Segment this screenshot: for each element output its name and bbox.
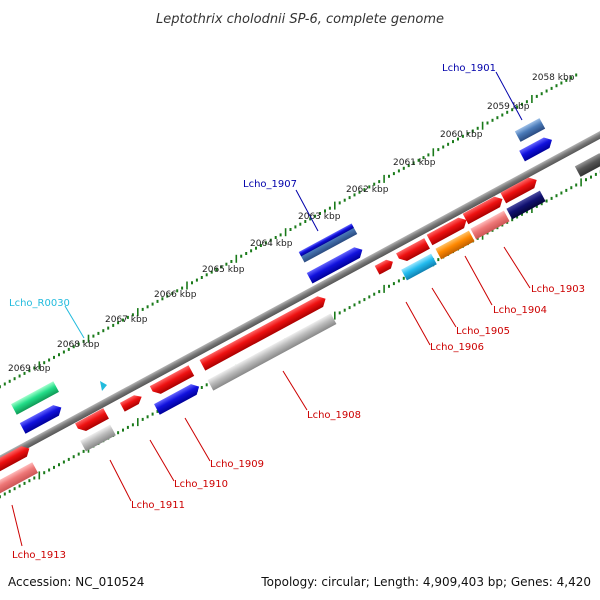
label-lcho-1904: Lcho_1904 (493, 305, 547, 316)
gene-blue-arrow (19, 405, 62, 434)
scale-label-2069: 2069 kbp (8, 364, 51, 374)
label-lcho-1910: Lcho_1910 (174, 479, 228, 490)
scale-label-2061: 2061 kbp (393, 158, 436, 168)
gene-red-arrow (149, 365, 195, 394)
gene-pink (0, 462, 38, 496)
gene-blue-arrow (154, 384, 200, 415)
gene-dark-gray (574, 153, 600, 177)
topology-summary: Topology: circular; Length: 4,909,403 bp… (260, 575, 591, 589)
label-lcho-1903: Lcho_1903 (531, 284, 585, 295)
gene-navy (506, 190, 546, 220)
gene-red-arrow (199, 296, 326, 371)
scale-label-2066: 2066 kbp (154, 290, 197, 300)
gene-labels: Lcho_1901 Lcho_1907 Lcho_R0030 Lcho_1903… (9, 63, 585, 561)
gene-blue-arrow (519, 137, 552, 162)
gene-red-arrow (374, 259, 393, 275)
reverse-strand-genes (0, 190, 546, 496)
scale-label-2059: 2059 kbp (487, 102, 530, 112)
gene-lcho-1907 (298, 223, 358, 263)
gene-red-arrow (75, 408, 109, 432)
label-lcho-1906: Lcho_1906 (430, 342, 484, 353)
gene-pink (470, 210, 510, 240)
scale-label-2067: 2067 kbp (105, 315, 148, 325)
label-lcho-1911: Lcho_1911 (131, 500, 185, 511)
gene-red-arrow (119, 395, 142, 412)
rna-marker-icon (100, 381, 107, 391)
scale-label-2060: 2060 kbp (440, 130, 483, 140)
label-lcho-1908: Lcho_1908 (307, 410, 361, 421)
label-lcho-1907: Lcho_1907 (243, 179, 297, 190)
gene-cyan (401, 253, 437, 281)
label-lcho-1913: Lcho_1913 (12, 550, 66, 561)
gene-orange (435, 230, 475, 260)
scale-label-2063: 2063 kbp (298, 212, 341, 222)
scale-label-2058: 2058 kbp (532, 73, 575, 83)
gene-red-arrow (500, 177, 537, 204)
gene-rna-green (11, 381, 59, 415)
scale-labels: 2058 kbp 2059 kbp 2060 kbp 2061 kbp 2062… (8, 73, 575, 374)
page-title: Leptothrix cholodnii SP-6, complete geno… (156, 12, 444, 27)
label-lcho-1901: Lcho_1901 (442, 63, 496, 74)
gene-red-arrow (426, 217, 467, 246)
label-lcho-r0030: Lcho_R0030 (9, 298, 70, 309)
genome-backbone (0, 80, 600, 515)
outer-scale-ticks (0, 73, 578, 389)
gene-gray (80, 424, 116, 452)
gene-red-arrow (462, 196, 503, 225)
gene-lcho-1901 (514, 118, 546, 142)
gene-red-arrow (0, 446, 30, 475)
gene-gray (207, 313, 337, 391)
accession-text: Accession: NC_010524 (8, 575, 144, 589)
label-lcho-1905: Lcho_1905 (456, 326, 510, 337)
leader-lines (11, 71, 531, 547)
scale-label-2064: 2064 kbp (250, 239, 293, 249)
label-lcho-1909: Lcho_1909 (210, 459, 264, 470)
gene-red-arrow (396, 238, 430, 262)
gene-blue-arrow (306, 247, 363, 284)
scale-label-2068: 2068 kbp (57, 340, 100, 350)
scale-label-2062: 2062 kbp (346, 185, 389, 195)
scale-label-2065: 2065 kbp (202, 265, 245, 275)
forward-strand-genes (0, 118, 600, 475)
